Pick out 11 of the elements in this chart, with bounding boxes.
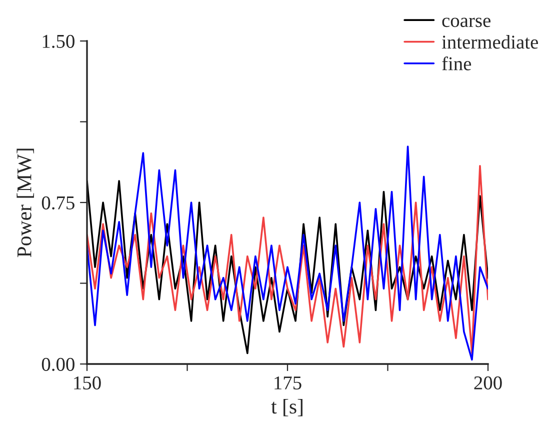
x-tick-label: 150 — [74, 376, 101, 390]
legend-label: fine — [442, 56, 472, 70]
x-tick-label: 175 — [274, 376, 302, 390]
y-axis-title: Power [MW] — [16, 148, 34, 258]
y-tick-label: 1.50 — [42, 34, 74, 48]
x-axis-title: t [s] — [271, 398, 302, 416]
legend-label: coarse — [442, 18, 490, 28]
y-tick-label: 0.75 — [42, 196, 74, 210]
y-tick-label: 0.00 — [42, 358, 74, 372]
legend-label: intermediate — [442, 35, 538, 49]
x-tick-label: 200 — [474, 376, 502, 390]
